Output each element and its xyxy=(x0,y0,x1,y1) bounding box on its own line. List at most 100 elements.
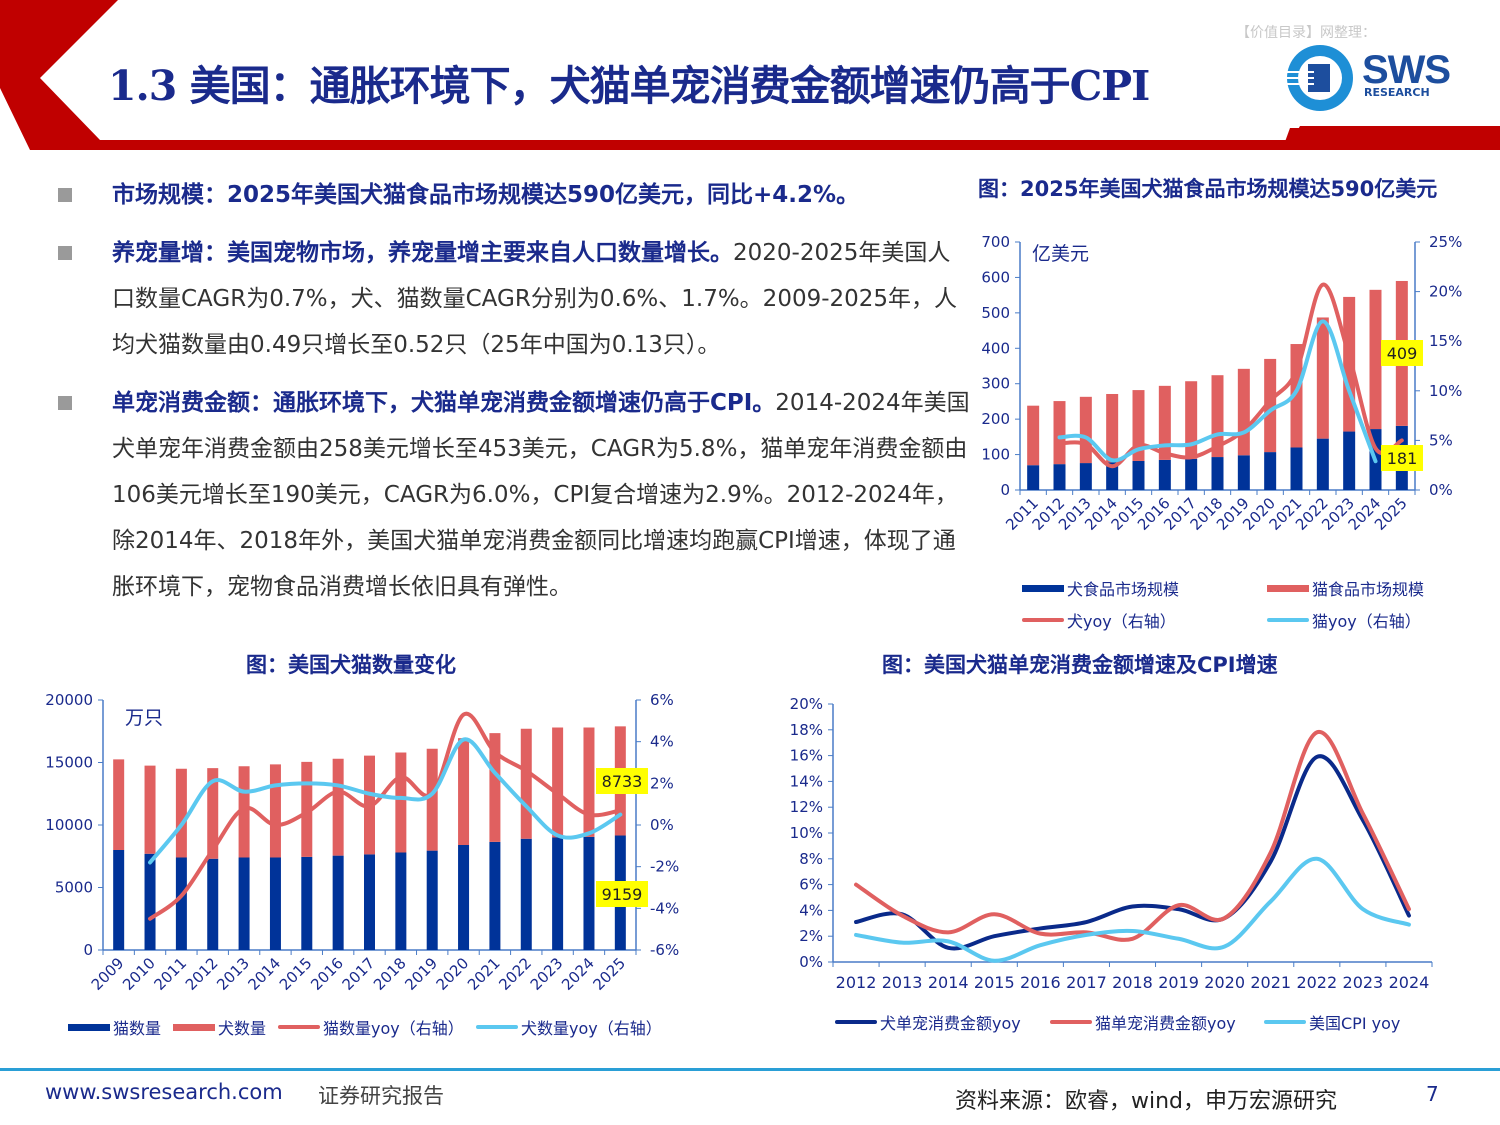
x-tick-label: 2014 xyxy=(928,973,969,992)
x-tick-label: 2021 xyxy=(464,954,504,994)
x-tick-label: 2017 xyxy=(339,954,379,994)
legend-swatch xyxy=(1022,618,1064,622)
bar xyxy=(207,768,219,859)
lead-text: 市场规模：2025年美国犬猫食品市场规模达590亿美元，同比+4.2%。 xyxy=(112,182,860,208)
bar xyxy=(144,853,156,950)
bar xyxy=(238,857,250,950)
annotation-box xyxy=(596,881,648,907)
series-line xyxy=(854,856,1411,963)
y-tick-label: 400 xyxy=(981,339,1010,357)
y-tick-label: 6% xyxy=(799,876,823,894)
bar xyxy=(1053,464,1066,490)
y-tick-label: 10% xyxy=(790,824,823,842)
legend-swatch xyxy=(835,1020,877,1024)
y-tick-label-right: 5% xyxy=(1429,431,1453,449)
legend-swatch xyxy=(1264,1020,1306,1024)
bar xyxy=(1106,462,1119,490)
legend-item: 猫数量yoy（右轴） xyxy=(278,1015,464,1039)
x-tick-label: 2022 xyxy=(495,954,535,994)
bar xyxy=(364,854,375,950)
bar xyxy=(1158,459,1171,490)
legend-swatch xyxy=(476,1025,518,1029)
bar xyxy=(238,766,250,858)
data-label: 181 xyxy=(1387,449,1418,468)
chart3-title: 图：美国犬猫单宠消费金额增速及CPI增速 xyxy=(882,653,1278,677)
page-title: 1.3 美国：通胀环境下，犬猫单宠消费金额增速仍高于CPI xyxy=(108,62,1150,110)
y-tick-label: 500 xyxy=(981,304,1010,322)
x-tick-label: 2012 xyxy=(836,973,877,992)
x-tick-label: 2016 xyxy=(307,954,347,994)
bar xyxy=(1264,358,1277,453)
x-tick-label: 2010 xyxy=(119,954,159,994)
bar xyxy=(1027,405,1040,466)
legend-label: 猫数量 xyxy=(113,1019,162,1038)
x-tick-label: 2019 xyxy=(1158,973,1199,992)
y-tick-label-right: -6% xyxy=(650,941,679,959)
bar xyxy=(583,727,595,837)
y-tick-label: 0 xyxy=(1000,481,1010,499)
bar xyxy=(1264,452,1277,490)
x-tick-label: 2017 xyxy=(1066,973,1107,992)
bar xyxy=(1079,463,1092,490)
y-tick-label-right: 15% xyxy=(1429,332,1462,350)
x-tick-label: 2016 xyxy=(1020,973,1061,992)
paragraph-spending: 单宠消费金额：通胀环境下，犬猫单宠消费金额增速仍高于CPI。2014-2024年… xyxy=(112,380,972,610)
bar xyxy=(1316,438,1329,490)
x-tick-label: 2009 xyxy=(88,954,128,994)
bar xyxy=(583,836,595,950)
bar xyxy=(1369,289,1382,430)
x-tick-label: 2025 xyxy=(589,954,629,994)
y-tick-label-right: -4% xyxy=(650,899,679,917)
annotation-box xyxy=(1381,445,1423,471)
data-label: 409 xyxy=(1387,344,1418,363)
bar xyxy=(1237,368,1250,456)
y-tick-label-right: 6% xyxy=(650,691,674,709)
bar xyxy=(175,768,187,858)
legend-item: 猫数量 xyxy=(68,1015,161,1039)
y-tick-label-right: 4% xyxy=(650,733,674,751)
bar xyxy=(395,752,407,853)
x-tick-label: 2013 xyxy=(213,954,253,994)
paragraph-market-size: 市场规模：2025年美国犬猫食品市场规模达590亿美元，同比+4.2%。 xyxy=(112,172,972,218)
bar xyxy=(113,850,125,950)
annotation-box xyxy=(596,768,648,794)
bar xyxy=(144,765,156,854)
y-tick-label: 4% xyxy=(799,901,823,919)
legend-swatch xyxy=(68,1023,110,1031)
bar xyxy=(1185,381,1198,459)
x-tick-label: 2018 xyxy=(1112,973,1153,992)
footer-website-link[interactable]: www.swsresearch.com xyxy=(45,1080,283,1104)
y-tick-label-right: 25% xyxy=(1429,233,1462,251)
legend-item: 猫单宠消费金额yoy xyxy=(1050,1010,1236,1034)
y-tick-label-right: 2% xyxy=(650,774,674,792)
chart2-title: 图：美国犬猫数量变化 xyxy=(246,653,456,677)
paragraph-pet-count: 养宠量增：美国宠物市场，养宠量增主要来自人口数量增长。2020-2025年美国人… xyxy=(112,230,972,368)
y-tick-label: 15000 xyxy=(45,754,93,772)
unit-label: 万只 xyxy=(125,707,163,729)
legend-label: 美国CPI yoy xyxy=(1309,1014,1401,1033)
bar xyxy=(1027,465,1040,490)
legend-swatch xyxy=(1267,618,1309,622)
legend-item: 犬数量yoy（右轴） xyxy=(476,1015,662,1039)
legend-swatch xyxy=(173,1023,215,1031)
y-tick-label-right: 20% xyxy=(1429,283,1462,301)
y-tick-label: 10000 xyxy=(45,816,93,834)
bar xyxy=(426,850,438,950)
lead-text: 养宠量增：美国宠物市场，养宠量增主要来自人口数量增长。 xyxy=(112,240,733,266)
bar xyxy=(1237,455,1250,490)
bullet-icon xyxy=(58,188,72,202)
bar xyxy=(269,764,281,858)
lead-text: 单宠消费金额：通胀环境下，犬猫单宠消费金额增速仍高于CPI。 xyxy=(112,390,776,416)
x-tick-label: 2011 xyxy=(150,954,190,994)
body-text: 2020-2025年美国人口数量CAGR为0.7%，犬、猫数量CAGR分别为0.… xyxy=(112,240,958,358)
logo-text: SWS xyxy=(1362,48,1451,92)
header-red-shape xyxy=(0,0,1500,150)
y-tick-label: 16% xyxy=(790,747,823,765)
bar xyxy=(1053,401,1066,465)
bar xyxy=(1106,393,1119,463)
chart1-title: 图：2025年美国犬猫食品市场规模达590亿美元 xyxy=(978,177,1438,201)
bar xyxy=(458,738,470,845)
data-label: 9159 xyxy=(602,885,643,904)
series-line xyxy=(148,737,623,865)
legend-item: 犬数量 xyxy=(173,1015,266,1039)
